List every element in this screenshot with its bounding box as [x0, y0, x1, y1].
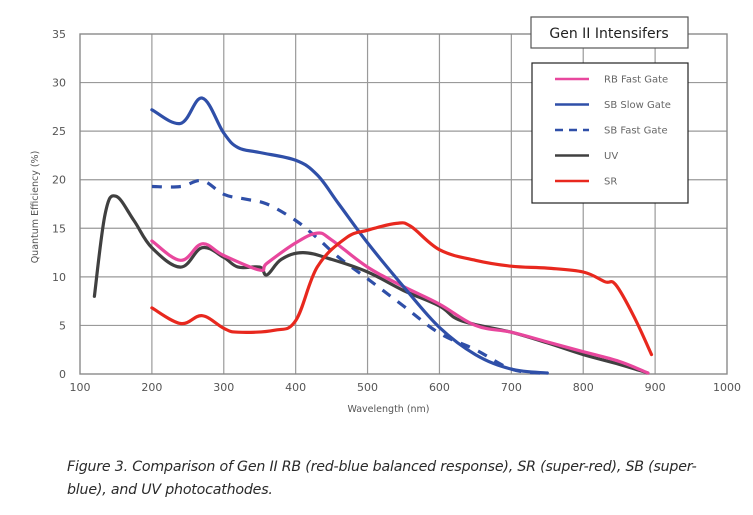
- legend-label: SB Slow Gate: [604, 100, 671, 111]
- y-tick-label: 10: [52, 271, 66, 284]
- x-tick-label: 100: [70, 381, 91, 394]
- legend-label: SB Fast Gate: [604, 126, 668, 137]
- y-tick-label: 0: [59, 368, 66, 381]
- x-tick-label: 200: [141, 381, 162, 394]
- series-line-sr: [150, 221, 654, 357]
- series-line-rb-fast-gate: [150, 231, 650, 375]
- x-tick-label: 700: [501, 381, 522, 394]
- figure-caption: Figure 3. Comparison of Gen II RB (red-b…: [67, 459, 697, 498]
- axes: [79, 33, 728, 375]
- y-tick-label: 5: [59, 319, 66, 332]
- x-tick-label: 900: [645, 381, 666, 394]
- x-tick-label: 600: [429, 381, 450, 394]
- series-group: [92, 96, 654, 375]
- series-line-sb-fast-gate: [151, 178, 541, 375]
- tick-labels: 100 200 300 400 500 600 700 800 900 1000 0 5 10 15 20 2…: [52, 28, 741, 394]
- legend-title-box: Gen II Intensifers: [530, 16, 689, 49]
- legend-title: Gen II Intensifers: [549, 26, 668, 42]
- legend-label: RB Fast Gate: [604, 75, 668, 86]
- y-tick-label: 35: [52, 28, 66, 41]
- legend-frame: [531, 62, 689, 204]
- x-tick-label: 1000: [713, 381, 741, 394]
- x-tick-label: 800: [573, 381, 594, 394]
- qe-chart: 100 200 300 400 500 600 700 800 900 1000 0 5 10 15 20 2…: [30, 16, 741, 415]
- legend-title-frame: [530, 16, 689, 49]
- y-tick-label: 15: [52, 222, 66, 235]
- x-axis-label: Wavelength (nm): [347, 404, 429, 415]
- legend-label: UV: [604, 151, 618, 162]
- y-tick-label: 25: [52, 125, 66, 138]
- y-tick-label: 30: [52, 77, 66, 90]
- x-tick-label: 300: [213, 381, 234, 394]
- x-tick-label: 500: [357, 381, 378, 394]
- y-tick-label: 20: [52, 174, 66, 187]
- x-tick-label: 400: [285, 381, 306, 394]
- legend-label: SR: [604, 177, 617, 188]
- series-line-sb-slow-gate: [150, 96, 549, 375]
- y-axis-label: Quantum Efficiency (%): [30, 151, 41, 264]
- legend: RB Fast Gate SB Slow Gate SB Fast Gate UV SR: [531, 62, 689, 204]
- plot-frame: [79, 33, 728, 375]
